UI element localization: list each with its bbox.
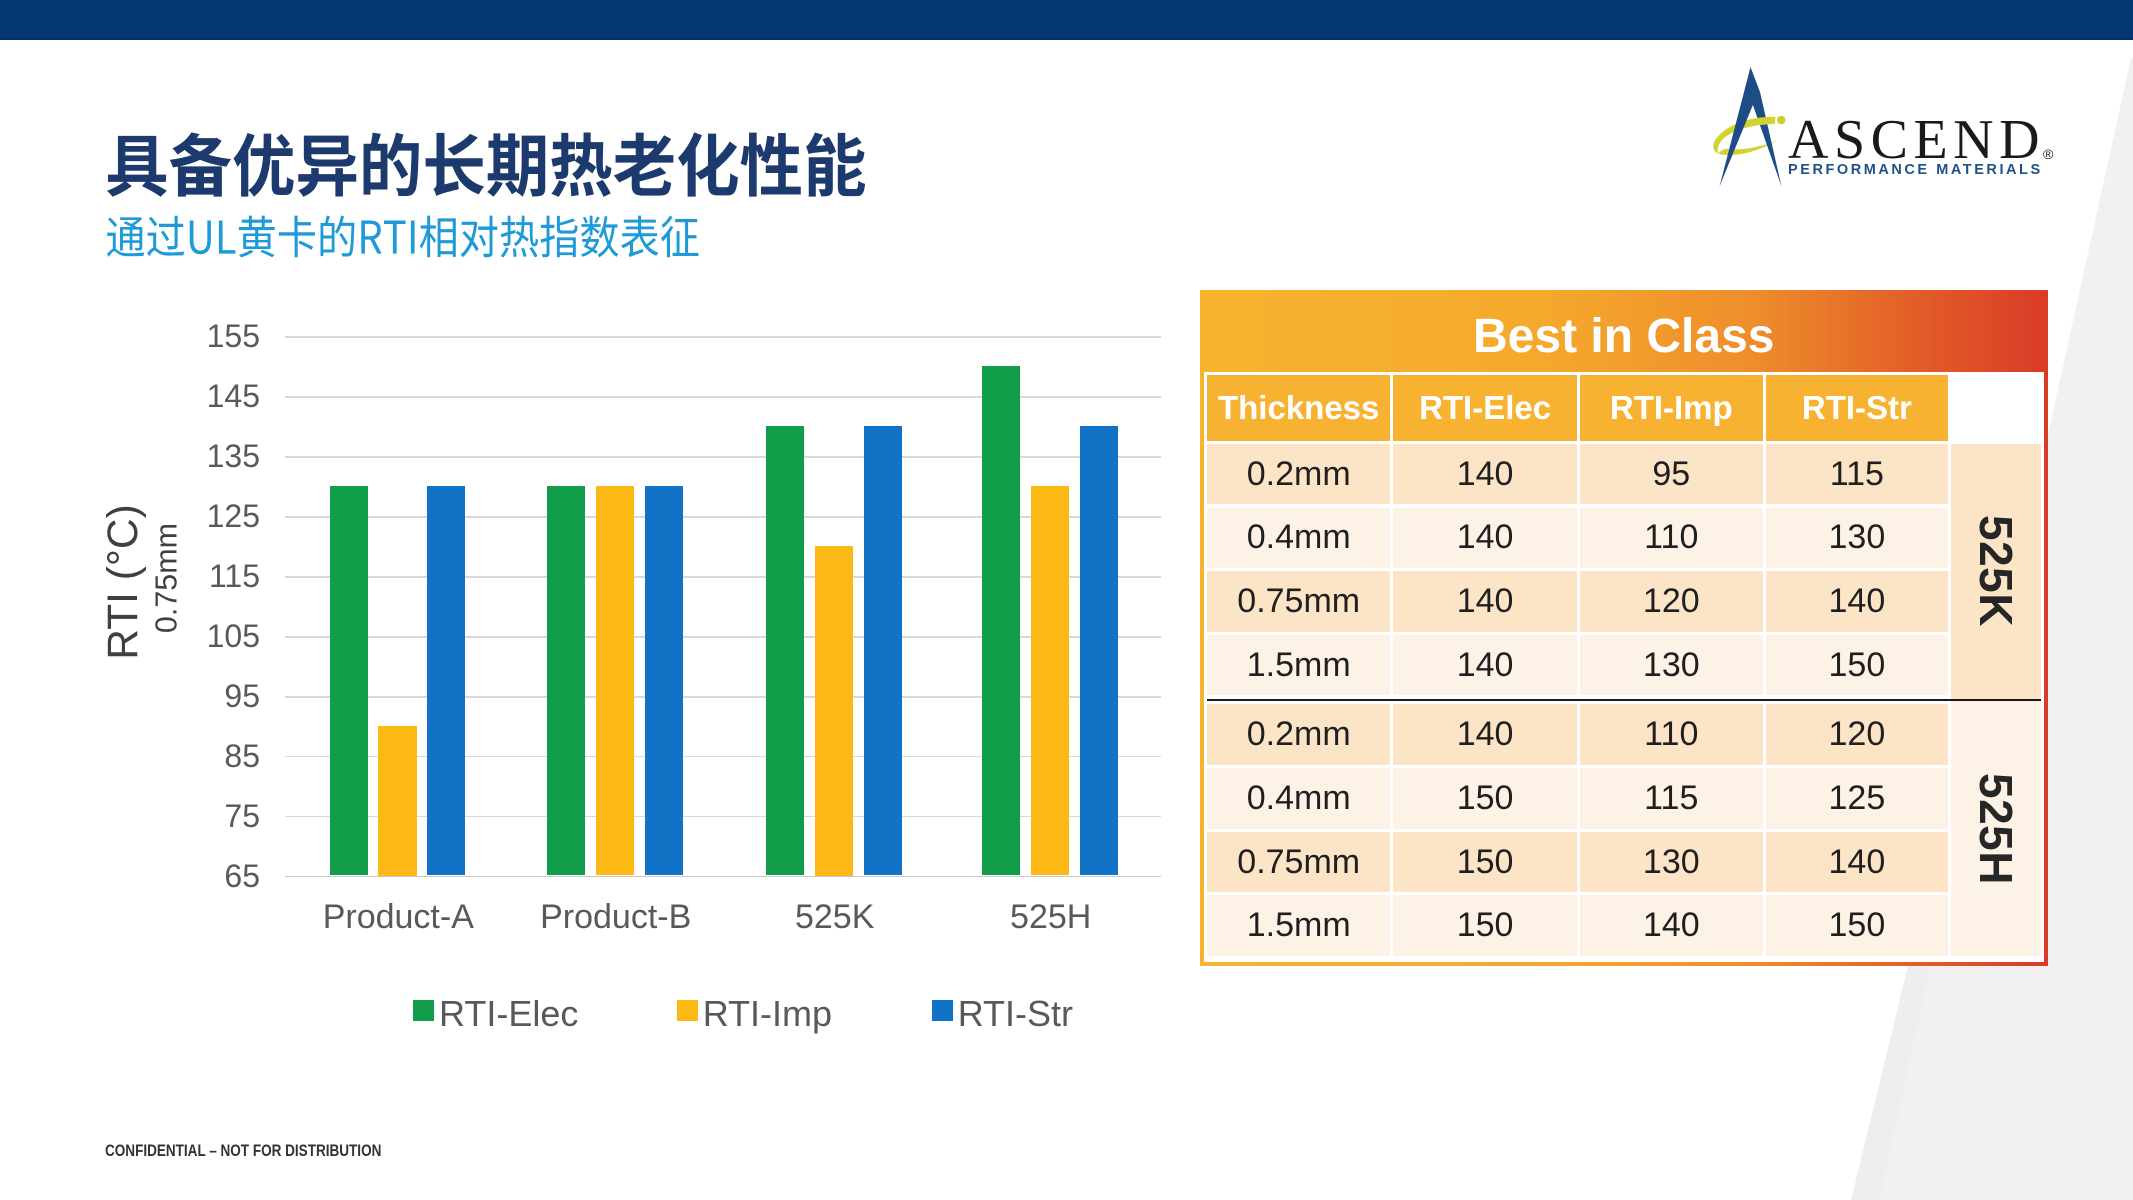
svg-text:PERFORMANCE MATERIALS: PERFORMANCE MATERIALS xyxy=(1788,162,2043,178)
svg-text:®: ® xyxy=(2043,146,2054,162)
svg-text:ASCEND: ASCEND xyxy=(1788,109,2045,171)
